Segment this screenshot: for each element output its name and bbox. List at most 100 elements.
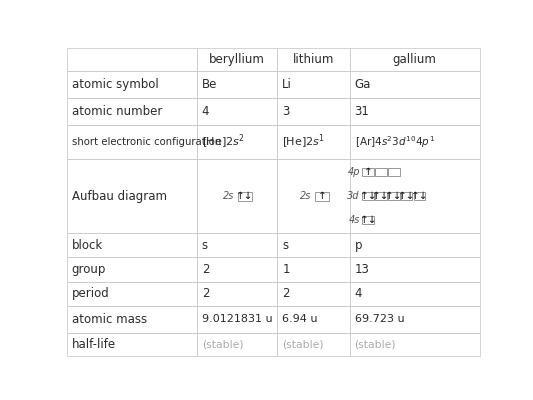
- Text: 4p: 4p: [348, 167, 360, 177]
- Text: block: block: [71, 239, 103, 252]
- Bar: [67, 72, 197, 98]
- Text: short electronic configuration: short electronic configuration: [71, 137, 221, 147]
- Text: ↑↓: ↑↓: [372, 191, 390, 201]
- Bar: [67, 98, 197, 125]
- Text: ↑↓: ↑↓: [398, 191, 415, 201]
- Text: 4: 4: [201, 105, 209, 118]
- Bar: [362, 168, 374, 176]
- Bar: [197, 98, 277, 125]
- Text: gallium: gallium: [393, 53, 437, 66]
- Bar: [350, 282, 480, 306]
- Text: atomic mass: atomic mass: [71, 312, 147, 326]
- Bar: [388, 192, 400, 200]
- Bar: [388, 168, 400, 176]
- Text: Ga: Ga: [354, 78, 371, 92]
- Bar: [277, 233, 350, 257]
- Bar: [197, 48, 277, 72]
- Text: 4: 4: [354, 287, 362, 300]
- Text: $\mathregular{[He]2}s^{2}$: $\mathregular{[He]2}s^{2}$: [201, 133, 245, 151]
- Text: 9.0121831 u: 9.0121831 u: [201, 314, 272, 324]
- Bar: [401, 192, 413, 200]
- Text: atomic symbol: atomic symbol: [71, 78, 158, 92]
- Text: 2: 2: [282, 287, 290, 300]
- Text: 13: 13: [354, 263, 369, 276]
- Text: s: s: [201, 239, 208, 252]
- Bar: [350, 125, 480, 159]
- Text: 1: 1: [282, 263, 290, 276]
- Bar: [197, 257, 277, 282]
- Text: group: group: [71, 263, 106, 276]
- Text: 2s: 2s: [223, 191, 235, 201]
- Bar: [375, 192, 387, 200]
- Bar: [350, 98, 480, 125]
- Bar: [277, 282, 350, 306]
- Text: Aufbau diagram: Aufbau diagram: [71, 190, 167, 203]
- Text: 31: 31: [354, 105, 369, 118]
- Text: atomic number: atomic number: [71, 105, 162, 118]
- Bar: [197, 306, 277, 332]
- Text: (stable): (stable): [354, 339, 396, 349]
- Text: 4s: 4s: [349, 215, 360, 225]
- Text: ↑: ↑: [318, 191, 327, 201]
- Text: $\mathregular{[Ar]4}s^{2}\mathregular{3}d^{10}\mathregular{4}p^{1}$: $\mathregular{[Ar]4}s^{2}\mathregular{3}…: [354, 134, 434, 150]
- Bar: [277, 72, 350, 98]
- Text: ↑↓: ↑↓: [385, 191, 402, 201]
- Text: ↑: ↑: [364, 167, 373, 177]
- Bar: [350, 159, 480, 233]
- Bar: [277, 306, 350, 332]
- Bar: [67, 257, 197, 282]
- Bar: [362, 216, 374, 224]
- Bar: [350, 332, 480, 356]
- Text: 3d: 3d: [348, 191, 360, 201]
- Bar: [67, 306, 197, 332]
- Bar: [197, 159, 277, 233]
- Bar: [277, 98, 350, 125]
- Bar: [197, 233, 277, 257]
- Bar: [414, 192, 425, 200]
- Bar: [277, 125, 350, 159]
- Bar: [67, 48, 197, 72]
- Bar: [238, 192, 252, 201]
- Bar: [350, 72, 480, 98]
- Text: half-life: half-life: [71, 338, 116, 351]
- Bar: [350, 257, 480, 282]
- Text: Be: Be: [201, 78, 217, 92]
- Text: 3: 3: [282, 105, 289, 118]
- Bar: [67, 282, 197, 306]
- Text: 69.723 u: 69.723 u: [354, 314, 404, 324]
- Text: 2s: 2s: [301, 191, 312, 201]
- Bar: [350, 233, 480, 257]
- Bar: [67, 125, 197, 159]
- Text: ↑↓: ↑↓: [236, 191, 254, 201]
- Bar: [277, 257, 350, 282]
- Bar: [67, 233, 197, 257]
- Bar: [362, 192, 374, 200]
- Bar: [197, 282, 277, 306]
- Text: lithium: lithium: [293, 53, 334, 66]
- Bar: [197, 125, 277, 159]
- Bar: [277, 159, 350, 233]
- Bar: [315, 192, 329, 201]
- Bar: [277, 48, 350, 72]
- Text: ↑↓: ↑↓: [410, 191, 428, 201]
- Bar: [67, 159, 197, 233]
- Text: beryllium: beryllium: [209, 53, 265, 66]
- Bar: [350, 48, 480, 72]
- Bar: [375, 168, 387, 176]
- Text: (stable): (stable): [282, 339, 324, 349]
- Bar: [277, 332, 350, 356]
- Text: 6.94 u: 6.94 u: [282, 314, 318, 324]
- Bar: [67, 332, 197, 356]
- Text: p: p: [354, 239, 362, 252]
- Bar: [350, 306, 480, 332]
- Text: s: s: [282, 239, 288, 252]
- Bar: [197, 72, 277, 98]
- Text: (stable): (stable): [201, 339, 244, 349]
- Text: period: period: [71, 287, 109, 300]
- Text: ↑↓: ↑↓: [359, 191, 377, 201]
- Text: $\mathregular{[He]2}s^{1}$: $\mathregular{[He]2}s^{1}$: [282, 133, 325, 151]
- Text: ↑↓: ↑↓: [359, 215, 377, 225]
- Text: 2: 2: [201, 263, 209, 276]
- Text: 2: 2: [201, 287, 209, 300]
- Bar: [197, 332, 277, 356]
